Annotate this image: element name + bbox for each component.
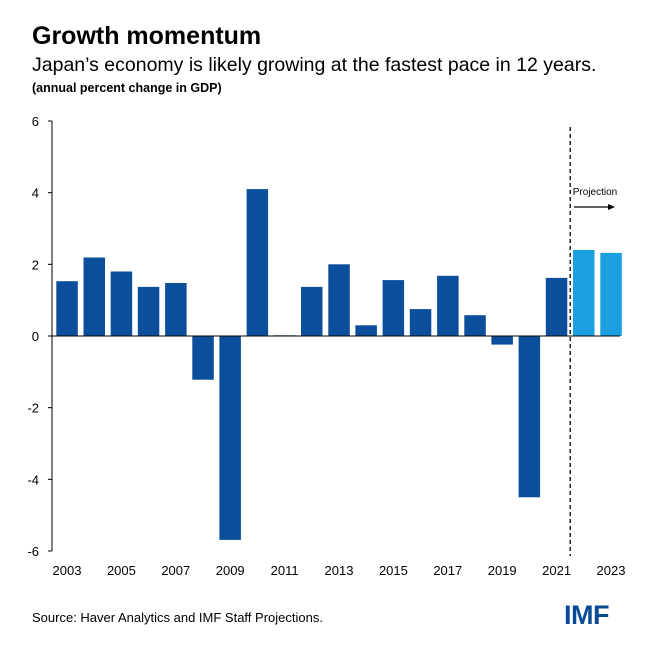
bar-2023: [600, 252, 622, 336]
source-note: Source: Haver Analytics and IMF Staff Pr…: [32, 610, 323, 625]
projection-arrow-head: [608, 204, 615, 210]
bar-2022: [573, 250, 595, 336]
x-tick-label: 2017: [433, 563, 462, 578]
x-tick-label: 2023: [597, 563, 626, 578]
bar-2010: [246, 189, 269, 336]
unit-label: (annual percent change in GDP): [32, 81, 222, 95]
x-tick-label: 2003: [53, 563, 82, 578]
bar-2018: [464, 315, 486, 336]
bar-2006: [137, 286, 160, 336]
bar-2008: [192, 336, 214, 380]
chart-subtitle: Japan’s economy is likely growing at the…: [32, 54, 597, 76]
bar-2007: [165, 283, 187, 336]
x-tick-label: 2005: [107, 563, 136, 578]
x-tick-label: 2019: [488, 563, 517, 578]
x-tick-label: 2015: [379, 563, 408, 578]
bar-chart: 6 4 2 0 -2 -4 -6 2003 2005 2007 2009 2011 2013 2015 20…: [27, 114, 626, 578]
bar-2021: [545, 277, 568, 336]
bar-2004: [83, 257, 105, 336]
bar-2016: [409, 309, 432, 336]
bar-2017: [437, 275, 459, 336]
y-tick-label: -4: [27, 472, 39, 487]
bar-2013: [328, 264, 350, 336]
bar-2005: [110, 271, 133, 336]
chart-title: Growth momentum: [32, 22, 262, 50]
y-tick-label: 2: [32, 257, 39, 272]
y-tick-label: 4: [32, 186, 39, 201]
x-tick-label: 2009: [216, 563, 245, 578]
bar-2019: [491, 336, 513, 345]
x-tick-label: 2007: [161, 563, 190, 578]
bar-2009: [219, 336, 241, 540]
bar-2015: [382, 280, 405, 336]
bar-2020: [518, 336, 541, 498]
bar-2014: [355, 325, 377, 337]
imf-logo: IMF: [564, 600, 610, 630]
bar-2003: [56, 281, 78, 336]
y-tick-label: -6: [27, 544, 39, 559]
bar-2012: [301, 286, 323, 336]
y-tick-label: 0: [32, 329, 39, 344]
projection-label: Projection: [573, 187, 617, 198]
y-tick-label: 6: [32, 114, 39, 129]
x-tick-label: 2013: [325, 563, 354, 578]
x-tick-label: 2011: [271, 563, 299, 578]
y-tick-label: -2: [27, 401, 39, 416]
x-tick-label: 2021: [542, 563, 571, 578]
